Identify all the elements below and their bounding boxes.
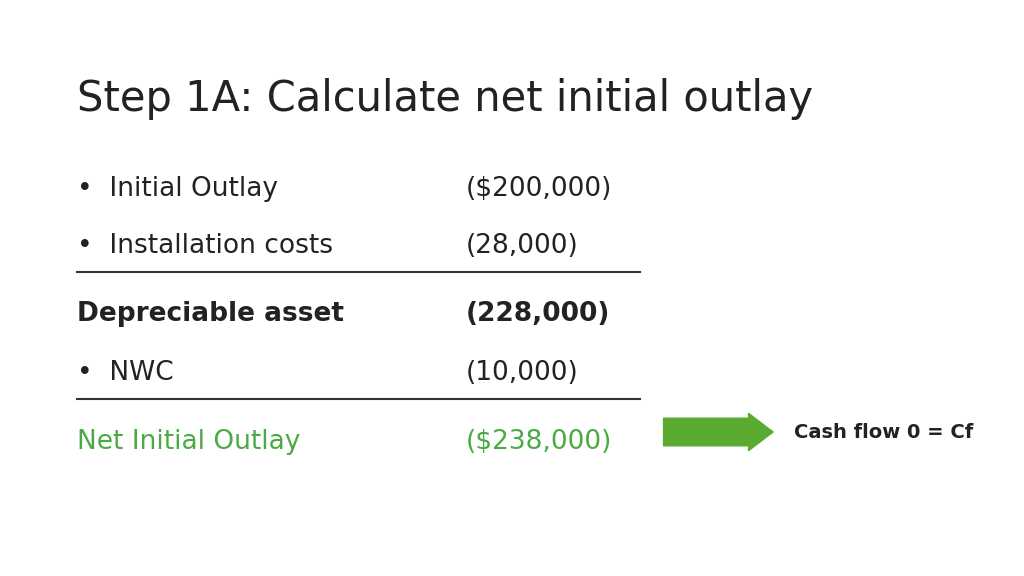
Text: ($200,000): ($200,000) <box>466 176 612 202</box>
Text: Net Initial Outlay: Net Initial Outlay <box>77 429 300 455</box>
Text: •  Installation costs: • Installation costs <box>77 233 333 259</box>
Text: Step 1A: Calculate net initial outlay: Step 1A: Calculate net initial outlay <box>77 78 813 120</box>
Text: Depreciable asset: Depreciable asset <box>77 301 344 327</box>
Text: (10,000): (10,000) <box>466 360 579 386</box>
FancyArrow shape <box>664 414 773 450</box>
Text: Cash flow 0 = Cf: Cash flow 0 = Cf <box>794 423 973 441</box>
Text: (28,000): (28,000) <box>466 233 579 259</box>
Text: (228,000): (228,000) <box>466 301 610 327</box>
Text: •  Initial Outlay: • Initial Outlay <box>77 176 278 202</box>
Text: Cash flow 0 = Cf: Cash flow 0 = Cf <box>794 423 973 441</box>
Text: ($238,000): ($238,000) <box>466 429 612 455</box>
Text: •  NWC: • NWC <box>77 360 173 386</box>
